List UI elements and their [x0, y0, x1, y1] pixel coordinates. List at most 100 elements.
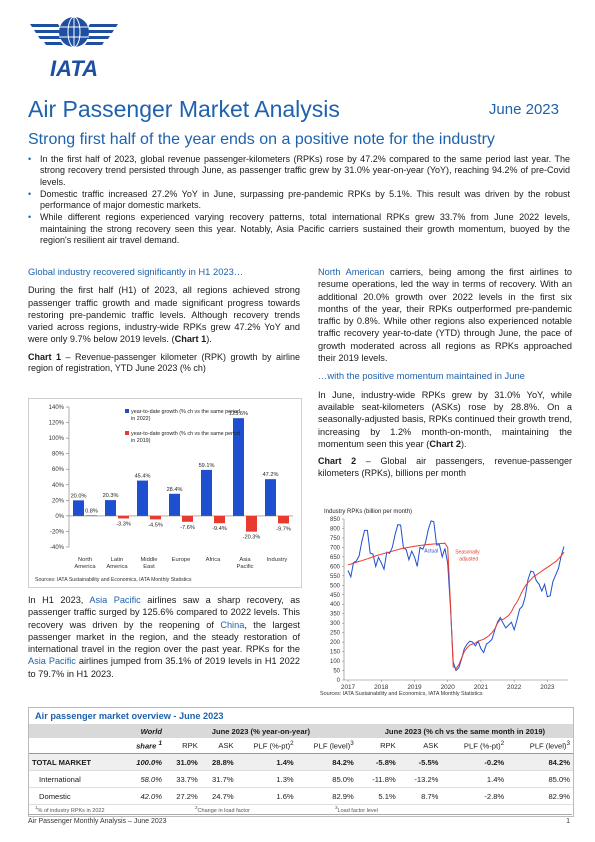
legend-label: year-to-date growth (% ch vs the same pe…	[131, 409, 240, 415]
series-label: Actual	[424, 549, 438, 555]
y-tick-label: 20%	[52, 498, 65, 504]
table-row: Domestic 42.0% 27.2% 24.7% 1.6% 82.9% 5.1% 8…	[29, 787, 573, 805]
y-tick-label: 60%	[52, 467, 65, 473]
data-label: -9.7%	[276, 526, 291, 532]
y-tick-label: 500	[330, 583, 341, 589]
data-label: -9.4%	[212, 526, 227, 532]
chart-ref-link[interactable]: Chart 1	[174, 334, 207, 345]
y-tick-label: 450	[330, 593, 341, 599]
region-link[interactable]: Asia Pacific	[89, 595, 141, 605]
y-tick-label: 300	[330, 621, 341, 627]
table-subheader-row: share 1 RPK ASK PLF (%-pt)2 PLF (level)3…	[29, 738, 573, 754]
report-date: June 2023	[488, 101, 559, 118]
page-number: 1	[566, 818, 570, 825]
data-label: 20.0%	[71, 493, 87, 499]
data-label: -3.3%	[116, 521, 131, 527]
data-label: -20.3%	[243, 535, 261, 541]
x-tick-label: Pacific	[236, 564, 253, 570]
bar	[214, 515, 225, 524]
x-tick-label: Africa	[206, 557, 222, 563]
table-row: International 58.0% 33.7% 31.7% 1.3% 85.0% …	[29, 770, 573, 788]
x-tick-label: East	[143, 564, 155, 570]
table-header-row: World June 2023 (% year-on-year) June 20…	[29, 724, 573, 738]
chart1: -40% -20% 0% 20% 40% 60% 80% 100% 120% 140% 20.0% 0…	[28, 398, 302, 588]
region-link[interactable]: North American	[318, 267, 385, 277]
key-points-list: In the first half of 2023, global revenu…	[28, 154, 570, 247]
legend-label: year-to-date growth (% ch vs the same pe…	[131, 431, 240, 437]
data-label: 59.1%	[199, 463, 215, 469]
y-tick-label: 800	[330, 526, 341, 532]
country-link[interactable]: China	[220, 619, 245, 630]
col-header: PLF (level)3	[296, 738, 357, 754]
y-tick-label: 650	[330, 555, 341, 561]
y-tick-label: 700	[330, 545, 341, 551]
left-column: Global industry recovered significantly …	[28, 266, 300, 381]
world-header: World	[115, 724, 165, 738]
footer-text: Air Passenger Monthly Analysis – June 20…	[28, 818, 167, 825]
legend-swatch	[125, 409, 129, 413]
data-label: 45.4%	[135, 474, 151, 480]
market-overview-table: World June 2023 (% year-on-year) June 20…	[29, 724, 573, 805]
chart-ref-link[interactable]: Chart 2	[429, 438, 461, 449]
series-line	[347, 520, 565, 672]
col-header: ASK	[200, 738, 237, 754]
series-label: Seasonally	[455, 549, 480, 555]
data-label: -4.5%	[148, 522, 163, 528]
series-label: adjusted	[459, 557, 478, 563]
group-header-2019: June 2023 (% ch vs the same month in 201…	[356, 724, 573, 738]
y-tick-label: 100%	[49, 436, 65, 442]
data-label: 125.6%	[229, 411, 248, 417]
x-tick-label: Middle	[140, 557, 157, 563]
y-tick-label: 100	[330, 659, 341, 665]
y-tick-label: 850	[330, 517, 341, 523]
chart-source: Sources: IATA Sustainability and Economi…	[320, 691, 483, 697]
chart1-svg: -40% -20% 0% 20% 40% 60% 80% 100% 120% 140% 20.0% 0…	[35, 405, 293, 583]
data-label: 47.2%	[263, 472, 279, 478]
right-column: North American carriers, being among the…	[318, 266, 572, 485]
section-heading: Global industry recovered significantly …	[28, 266, 244, 277]
x-tick-label: Industry	[267, 557, 288, 563]
y-tick-label: 80%	[52, 452, 65, 458]
bar	[233, 418, 244, 516]
chart2-caption: Chart 2 – Global air passengers, revenue…	[318, 456, 572, 478]
table-footnotes: 1% of industry RPKs in 20222Change in lo…	[35, 805, 378, 814]
bar	[86, 515, 97, 516]
chart2: Industry RPKs (billion per month) 0 50 100 1…	[318, 505, 572, 697]
col-header: PLF (%-pt)2	[441, 738, 508, 754]
chart-title: Industry RPKs (billion per month)	[324, 509, 412, 515]
bar	[73, 500, 84, 516]
paragraph: North American carriers, being among the…	[318, 267, 572, 364]
y-tick-label: 140%	[49, 405, 65, 411]
page-subtitle: Strong first half of the year ends on a …	[28, 131, 495, 148]
col-header: PLF (level)3	[507, 738, 573, 754]
bar	[201, 469, 212, 516]
y-tick-label: 120%	[49, 421, 65, 427]
bar	[265, 479, 276, 516]
chart2-svg: Industry RPKs (billion per month) 0 50 100 1…	[320, 509, 568, 697]
y-tick-label: 150	[330, 650, 341, 656]
bar	[169, 493, 180, 516]
market-overview-table-box: Air passenger market overview - June 202…	[28, 707, 574, 817]
data-label: 28.4%	[167, 487, 183, 493]
y-tick-label: 250	[330, 631, 341, 637]
region-link[interactable]: Asia Pacific	[28, 656, 76, 667]
data-label: -7.6%	[180, 525, 195, 531]
bar	[278, 515, 289, 524]
x-tick-label: Latin	[111, 557, 124, 563]
x-tick-label: 2018	[374, 684, 389, 691]
chart1-caption: Chart 1 – Revenue-passenger kilometer (R…	[28, 351, 300, 374]
x-tick-label: Asia	[239, 557, 251, 563]
legend-label: in 2022)	[131, 416, 151, 422]
table-title: Air passenger market overview - June 202…	[35, 711, 224, 721]
y-tick-label: -40%	[50, 545, 65, 551]
page-title: Air Passenger Market Analysis	[28, 96, 340, 122]
col-header: RPK	[165, 738, 201, 754]
series-line	[347, 542, 565, 670]
legend-label: in 2019)	[131, 438, 151, 444]
y-tick-label: 0%	[55, 514, 64, 520]
key-point: In the first half of 2023, global revenu…	[28, 154, 570, 188]
x-tick-label: 2020	[441, 684, 456, 691]
x-tick-label: North	[78, 557, 92, 563]
y-tick-label: 400	[330, 602, 341, 608]
bar	[105, 500, 116, 516]
